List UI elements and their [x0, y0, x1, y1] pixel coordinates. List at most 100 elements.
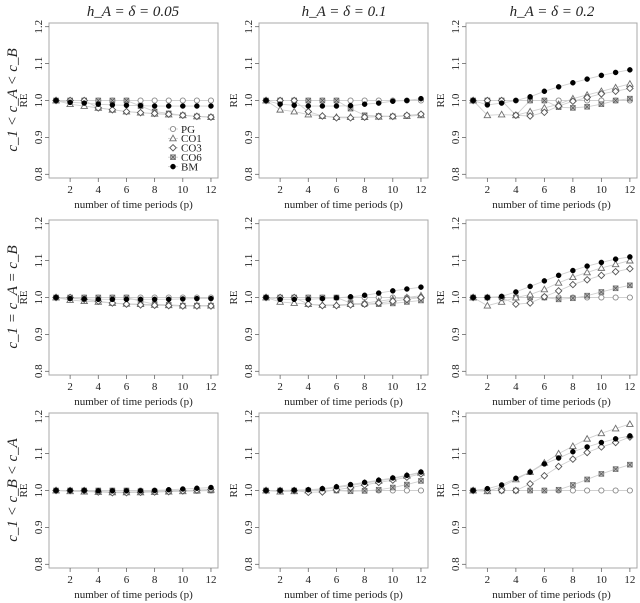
- data-point-bm: [418, 95, 424, 102]
- data-point-bm: [333, 295, 340, 301]
- data-point-bm: [598, 72, 605, 79]
- data-point-bm: [361, 101, 368, 107]
- data-point-co6: [570, 482, 576, 488]
- data-point-co6: [170, 154, 176, 161]
- data-point-bm: [333, 103, 340, 109]
- data-point-bm: [627, 254, 633, 260]
- row-labels: c_1 < c_A < c_B c_1 = c_A = c_B c_1 < c_…: [5, 48, 21, 541]
- data-point-bm: [291, 487, 297, 493]
- data-point-bm: [194, 103, 200, 109]
- data-point-bm: [513, 289, 519, 295]
- data-point-pg: [626, 294, 633, 301]
- data-point-bm: [404, 286, 410, 292]
- y-tick-label: 0.9: [450, 520, 462, 534]
- data-point-pg: [598, 487, 605, 494]
- x-tick-label: 2: [485, 184, 491, 196]
- y-tick-label: 0.8: [33, 364, 45, 378]
- data-point-co3: [318, 301, 327, 310]
- x-tick-label: 10: [387, 381, 399, 393]
- x-tick-label: 12: [624, 574, 635, 586]
- panel: 2 4 6 8 10 12 0.8 0.9 1.0 1.1 1.2 number of time pe…: [18, 20, 219, 211]
- data-point-bm: [555, 455, 562, 461]
- y-tick-label: 1.0: [450, 483, 462, 497]
- data-point-bm: [194, 485, 200, 492]
- y-tick-label: 1.1: [33, 57, 45, 71]
- data-point-co3: [626, 84, 634, 93]
- row-label: c_1 < c_B < c_A: [5, 437, 21, 541]
- data-point-bm: [513, 97, 519, 104]
- data-point-bm: [123, 102, 130, 109]
- x-tick-label: 10: [387, 574, 399, 586]
- data-point-co6: [612, 97, 619, 104]
- data-point-bm: [165, 296, 172, 303]
- x-tick-label: 12: [415, 574, 426, 586]
- data-point-co1: [483, 301, 492, 309]
- data-point-co1: [540, 285, 549, 293]
- data-point-bm: [598, 259, 605, 266]
- data-point-co3: [569, 455, 577, 463]
- x-tick-label: 8: [362, 381, 368, 393]
- data-point-bm: [484, 485, 491, 492]
- data-point-bm: [347, 102, 354, 109]
- x-tick-label: 2: [277, 184, 283, 196]
- data-point-co6: [305, 97, 312, 104]
- data-point-co3: [150, 109, 159, 118]
- data-point-bm: [81, 487, 87, 494]
- data-point-co3: [583, 448, 591, 457]
- series-line-co1: [473, 423, 631, 492]
- series-line-co1: [265, 100, 421, 118]
- data-point-co3: [403, 295, 411, 304]
- data-point-bm: [109, 102, 116, 108]
- data-point-bm: [305, 487, 312, 493]
- data-point-bm: [319, 485, 326, 492]
- x-axis-label: number of time periods (p): [492, 199, 611, 211]
- data-point-co3: [346, 301, 355, 309]
- data-point-co1: [625, 256, 634, 264]
- data-point-bm: [123, 488, 130, 494]
- legend-label: CO6: [181, 152, 202, 164]
- data-point-bm: [570, 267, 576, 274]
- data-point-co3: [526, 112, 534, 120]
- data-point-co1: [290, 107, 299, 115]
- data-point-co6: [570, 295, 576, 302]
- panel: 2 4 6 8 10 12 0.8 0.9 1.0 1.1 1.2 number of time pe…: [435, 20, 638, 211]
- x-tick-label: 10: [177, 184, 189, 196]
- y-tick-label: 0.9: [243, 520, 255, 534]
- data-point-co3: [417, 110, 425, 118]
- data-point-co6: [541, 487, 548, 494]
- data-point-bm: [584, 263, 590, 269]
- data-point-bm: [527, 94, 533, 100]
- y-tick-label: 0.9: [450, 130, 462, 144]
- data-point-co6: [361, 488, 368, 494]
- y-tick-label: 0.9: [33, 520, 45, 534]
- x-tick-label: 12: [415, 381, 426, 393]
- x-tick-label: 8: [570, 184, 576, 196]
- x-tick-label: 12: [205, 574, 216, 586]
- data-point-co6: [123, 97, 130, 104]
- y-tick-label: 1.2: [450, 217, 462, 231]
- data-point-bm: [277, 296, 283, 303]
- data-point-co3: [169, 143, 177, 152]
- x-axis-label: number of time periods (p): [74, 199, 193, 211]
- y-tick-label: 1.2: [450, 410, 462, 424]
- x-tick-label: 12: [624, 381, 635, 393]
- y-axis-label: RE: [435, 93, 447, 107]
- data-point-bm: [263, 294, 269, 301]
- data-point-bm: [470, 487, 476, 494]
- data-point-co6: [375, 486, 382, 493]
- y-tick-label: 0.8: [450, 364, 462, 378]
- data-point-co1: [497, 297, 506, 305]
- data-point-bm: [390, 288, 396, 294]
- y-axis-label: RE: [228, 93, 240, 107]
- data-point-co6: [598, 101, 605, 107]
- series-line-bm: [473, 435, 630, 491]
- data-point-co3: [597, 443, 606, 451]
- data-point-pg: [569, 487, 576, 494]
- x-axis-label: number of time periods (p): [284, 396, 403, 408]
- x-tick-label: 6: [542, 381, 548, 393]
- legend-entry: PG: [168, 124, 195, 136]
- legend-label: PG: [181, 124, 195, 136]
- y-tick-label: 0.9: [243, 327, 255, 341]
- y-tick-label: 1.1: [243, 254, 255, 268]
